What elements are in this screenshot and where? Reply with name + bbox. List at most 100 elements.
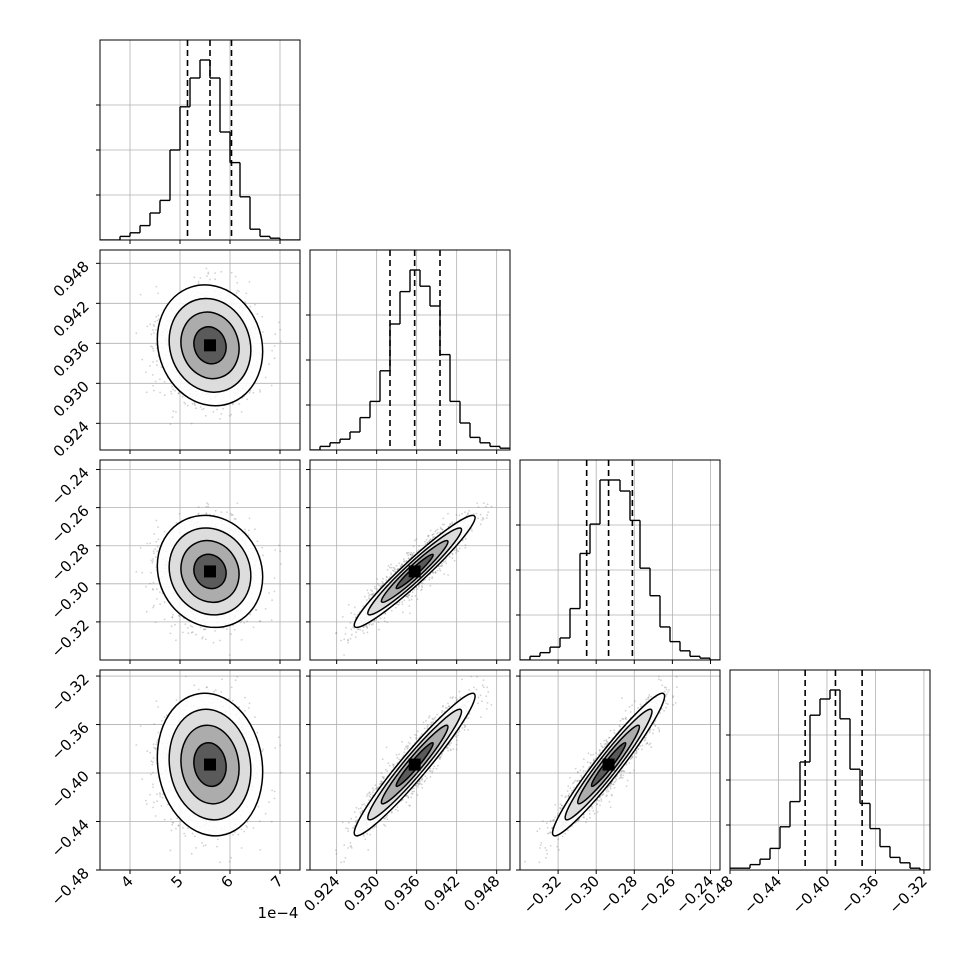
- scatter-point: [203, 628, 206, 631]
- scatter-point: [139, 546, 142, 549]
- scatter-point: [279, 550, 282, 553]
- scatter-point: [233, 628, 236, 631]
- scatter-point: [232, 403, 234, 406]
- scatter-point: [209, 278, 211, 281]
- scatter-point: [228, 654, 231, 656]
- scatter-point: [273, 590, 276, 593]
- scatter-point: [151, 374, 154, 376]
- panel-frame: [309, 249, 511, 451]
- scatter-point: [212, 641, 215, 644]
- scatter-point: [249, 305, 252, 308]
- scatter-point: [175, 411, 177, 413]
- scatter-point: [262, 331, 264, 333]
- scatter-point: [202, 407, 205, 410]
- scatter-point: [145, 610, 148, 613]
- scatter-point: [222, 407, 224, 410]
- panel-0-0: [96, 39, 301, 244]
- scatter-point: [205, 505, 208, 508]
- scatter-point: [156, 588, 158, 591]
- scatter-point: [178, 512, 181, 515]
- scatter-point: [149, 365, 151, 367]
- scatter-point: [159, 378, 161, 381]
- scatter-point: [261, 546, 264, 549]
- scatter-point: [254, 608, 257, 611]
- scatter-point: [230, 514, 233, 517]
- scatter-point: [184, 623, 187, 625]
- scatter-point: [191, 402, 194, 405]
- scatter-point: [197, 282, 200, 285]
- scatter-point: [153, 325, 156, 327]
- scatter-point: [152, 384, 154, 387]
- scatter-point: [145, 371, 147, 374]
- scatter-point: [159, 391, 161, 394]
- scatter-point: [152, 323, 155, 326]
- scatter-point: [238, 290, 240, 293]
- panel-1-1: [306, 249, 511, 454]
- scatter-point: [247, 529, 250, 532]
- scatter-point: [274, 333, 277, 336]
- scatter-point: [152, 347, 154, 350]
- scatter-point: [228, 415, 231, 417]
- scatter-point: [202, 628, 205, 631]
- scatter-point: [220, 270, 223, 273]
- scatter-point: [197, 512, 200, 515]
- scatter-point: [254, 528, 256, 531]
- scatter-point: [201, 637, 203, 640]
- scatter-point: [157, 292, 159, 295]
- scatter-point: [248, 392, 251, 394]
- scatter-point: [220, 413, 223, 415]
- panel-frame: [99, 39, 301, 241]
- ytick-label-1: 0.930: [50, 377, 93, 420]
- scatter-point: [246, 398, 249, 401]
- scatter-point: [279, 328, 282, 331]
- scatter-point: [152, 558, 154, 560]
- scatter-point: [170, 393, 173, 395]
- scatter-point: [194, 404, 196, 407]
- scatter-point: [183, 401, 186, 404]
- scatter-point: [174, 623, 176, 626]
- scatter-point: [225, 628, 228, 631]
- ytick-label-4: 0.948: [50, 257, 93, 300]
- scatter-point: [139, 293, 142, 296]
- scatter-point: [235, 292, 238, 294]
- scatter-point: [141, 571, 144, 574]
- ytick-label-2: 0.936: [50, 337, 93, 380]
- scatter-point: [256, 313, 259, 315]
- scatter-point: [177, 392, 180, 395]
- scatter-point: [151, 345, 154, 348]
- scatter-point: [205, 513, 208, 515]
- scatter-point: [244, 528, 246, 531]
- scatter-point: [219, 639, 221, 642]
- scatter-point: [178, 615, 181, 617]
- scatter-point: [159, 603, 161, 606]
- scatter-point: [204, 638, 207, 641]
- scatter-point: [207, 272, 210, 275]
- scatter-point: [234, 275, 237, 278]
- scatter-point: [154, 380, 157, 383]
- scatter-point: [153, 533, 156, 535]
- scatter-point: [245, 292, 248, 295]
- scatter-point: [199, 626, 202, 629]
- scatter-point: [184, 403, 187, 405]
- scatter-point: [254, 303, 256, 306]
- scatter-point: [199, 406, 202, 408]
- scatter-point: [252, 391, 255, 394]
- scatter-point: [151, 561, 154, 564]
- scatter-point: [236, 502, 239, 505]
- scatter-point: [233, 518, 236, 520]
- scatter-point: [156, 545, 159, 548]
- scatter-point: [150, 345, 152, 348]
- scatter-point: [262, 554, 264, 557]
- scatter-point: [152, 350, 155, 352]
- scatter-point: [141, 358, 144, 361]
- scatter-point: [149, 323, 152, 326]
- scatter-point: [197, 280, 200, 283]
- scatter-point: [181, 395, 184, 398]
- scatter-point: [274, 549, 277, 551]
- scatter-point: [258, 620, 261, 623]
- scatter-point: [156, 598, 158, 600]
- scatter-point: [261, 315, 264, 318]
- scatter-point: [199, 277, 202, 279]
- density-2-0: [135, 502, 282, 656]
